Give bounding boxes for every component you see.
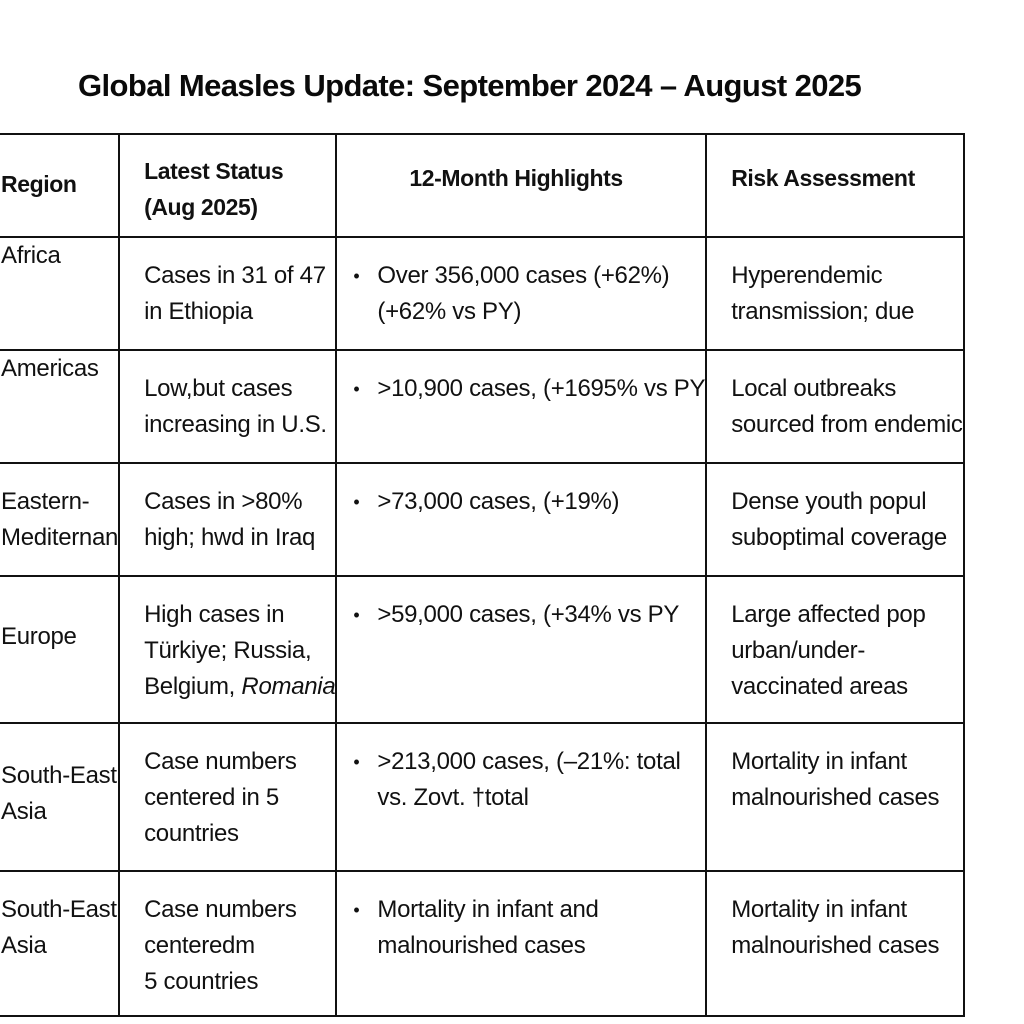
risk-line: urban/under- [731,637,866,664]
cell-highlights: • Over 356,000 cases (+62%) (+62% vs PY) [335,236,708,351]
cell-region: Africa [0,236,121,351]
region-name: South-East [1,896,117,923]
cell-status: Low,but cases increasing in U.S. [118,349,338,464]
status-line: High cases in [144,601,285,628]
cell-highlights: • >10,900 cases, (+1695% vs PY [335,349,708,464]
region-name: Asia [1,798,47,825]
header-status-line-1: Latest Status [144,158,284,184]
table-row: Europe High cases in Türkiye; Russia, Be… [0,575,965,724]
risk-line: malnourished cases [731,784,940,811]
risk-line: Large affected pop [731,601,926,628]
table-row: Africa Cases in 31 of 47 in Ethiopia • O… [0,236,965,351]
status-line: Case numbers [144,748,297,775]
bullet-icon: • [353,492,360,512]
cell-risk: Hyperendemic transmission; due [705,236,965,351]
risk-line: suboptimal coverage [731,524,947,551]
cell-status: High cases in Türkiye; Russia, Belgium, … [118,575,338,724]
cell-region: Europe [0,575,121,724]
cell-highlights: • >73,000 cases, (+19%) [335,462,708,577]
status-line: Cases in >80% [144,488,303,515]
risk-line: vaccinated areas [731,673,908,700]
region-name: Americas [1,355,99,382]
table-header-row: Region Latest Status (Aug 2025) 12-Month… [0,133,965,238]
cell-status: Case numbers centered in 5 countries [118,722,338,872]
cell-region: Americas [0,349,121,464]
region-name: Africa [1,242,61,269]
bullet-icon: • [353,605,360,625]
risk-line: Dense youth popul [731,488,927,515]
risk-line: Hyperendemic [731,262,883,289]
risk-line: Mortality in infant [731,896,907,923]
cell-region: South-East Asia [0,870,121,1017]
cell-risk: Dense youth popul suboptimal coverage [705,462,965,577]
table-row: South-East Asia Case numbers centeredm 5… [0,870,965,1017]
cell-highlights: • >59,000 cases, (+34% vs PY [335,575,708,724]
header-latest-status: Latest Status (Aug 2025) [118,133,338,238]
risk-line: malnourished cases [731,932,940,959]
status-line: Low,but cases [144,375,293,402]
region-name: Asia [1,932,47,959]
status-italic-text: Romania [241,673,336,700]
region-name: Eastern- [1,488,90,515]
page-title: Global Measles Update: September 2024 – … [78,68,862,103]
highlight-line: malnourished cases [377,932,586,959]
header-region: Region [0,133,121,238]
cell-highlights: • >213,000 cases, (–21%: total vs. Zovt.… [335,722,708,872]
highlight-line: (+62% vs PY) [377,298,522,325]
bullet-icon: • [353,379,360,399]
status-line: Belgium, Romania [144,669,336,705]
cell-risk: Local outbreaks sourced from endemic [705,349,965,464]
cell-region: South-East Asia [0,722,121,872]
risk-line: Local outbreaks [731,375,897,402]
highlight-line: Mortality in infant and [377,896,599,923]
status-text: Belgium, [144,673,242,700]
header-status-line-2: (Aug 2025) [144,194,258,220]
status-line: Türkiye; Russia, [144,637,312,664]
cell-risk: Mortality in infant malnourished cases [705,722,965,872]
cell-status: Case numbers centeredm 5 countries [118,870,338,1017]
highlight-line: vs. Zovt. †total [377,784,529,811]
header-risk-label: Risk Assessment [731,165,915,191]
status-line: Case numbers [144,896,297,923]
risk-line: transmission; due [731,298,915,325]
bullet-icon: • [353,266,360,286]
table-row: Eastern- Mediternan Cases in >80% high; … [0,462,965,577]
status-line: increasing in U.S. [144,411,327,438]
region-name: Europe [1,623,77,650]
header-highlights: 12-Month Highlights [335,133,708,238]
risk-line: Mortality in infant [731,748,907,775]
highlight-line: >73,000 cases, (+19%) [377,488,620,515]
status-line: centeredm [144,932,255,959]
status-line: countries [144,820,239,847]
status-line: in Ethiopia [144,298,253,325]
highlight-line: >213,000 cases, (–21%: total [377,748,681,775]
risk-line: sourced from endemic [731,411,963,438]
table-row: Americas Low,but cases increasing in U.S… [0,349,965,464]
table-row: South-East Asia Case numbers centered in… [0,722,965,872]
measles-update-table: Region Latest Status (Aug 2025) 12-Month… [0,133,965,1017]
region-name: Mediternan [1,524,119,551]
highlight-line: >10,900 cases, (+1695% vs PY [377,375,706,402]
region-name: South-East [1,762,117,789]
header-region-label: Region [1,171,77,197]
cell-risk: Mortality in infant malnourished cases [705,870,965,1017]
header-risk-assessment: Risk Assessment [705,133,965,238]
bullet-icon: • [353,900,360,920]
status-line: high; hwd in Iraq [144,524,316,551]
highlight-line: >59,000 cases, (+34% vs PY [377,601,680,628]
status-line: 5 countries [144,968,259,995]
highlight-line: Over 356,000 cases (+62%) [377,262,670,289]
cell-region: Eastern- Mediternan [0,462,121,577]
bullet-icon: • [353,752,360,772]
status-line: Cases in 31 of 47 [144,262,326,289]
cell-highlights: • Mortality in infant and malnourished c… [335,870,708,1017]
cell-status: Cases in >80% high; hwd in Iraq [118,462,338,577]
status-line: centered in 5 [144,784,279,811]
cell-risk: Large affected pop urban/under- vaccinat… [705,575,965,724]
cell-status: Cases in 31 of 47 in Ethiopia [118,236,338,351]
header-highlights-label: 12-Month Highlights [409,165,623,191]
